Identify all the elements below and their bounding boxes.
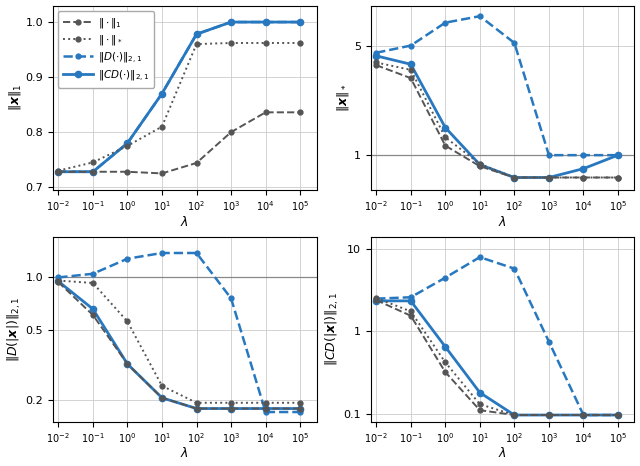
Legend: $\|\cdot\|_1$, $\|\cdot\|_*$, $\|D(\cdot)\|_{2,1}$, $\|CD(\cdot)\|_{2,1}$: $\|\cdot\|_1$, $\|\cdot\|_*$, $\|D(\cdot… <box>58 11 154 88</box>
X-axis label: $\lambda$: $\lambda$ <box>499 215 507 229</box>
Y-axis label: $\|\boldsymbol{x}\|_1$: $\|\boldsymbol{x}\|_1$ <box>7 84 23 111</box>
X-axis label: $\lambda$: $\lambda$ <box>180 215 189 229</box>
X-axis label: $\lambda$: $\lambda$ <box>499 446 507 460</box>
Y-axis label: $\|D(|\boldsymbol{x}|)\|_{2,1}$: $\|D(|\boldsymbol{x}|)\|_{2,1}$ <box>6 297 23 362</box>
X-axis label: $\lambda$: $\lambda$ <box>180 446 189 460</box>
Y-axis label: $\|CD(|\boldsymbol{x}|)\|_{2,1}$: $\|CD(|\boldsymbol{x}|)\|_{2,1}$ <box>324 292 340 366</box>
Y-axis label: $\|\boldsymbol{x}\|_*$: $\|\boldsymbol{x}\|_*$ <box>335 83 351 112</box>
